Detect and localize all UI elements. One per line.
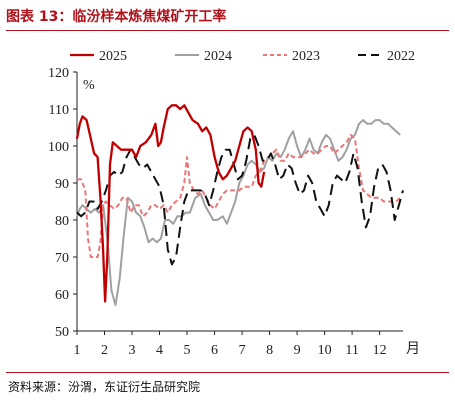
x-tick-label: 6 xyxy=(211,343,218,358)
source-divider xyxy=(6,372,449,373)
x-tick-label: 5 xyxy=(184,343,191,358)
x-unit-label: 月 xyxy=(406,341,420,357)
legend: 2025 2024 2023 2022 xyxy=(70,49,415,64)
legend-label-2023: 2023 xyxy=(292,49,320,64)
y-tick-label: 110 xyxy=(49,103,69,118)
x-tick-label: 1 xyxy=(74,343,81,358)
chart-title: 图表 13：临汾样本炼焦煤矿开工率 xyxy=(6,9,227,25)
source-note: 资料来源：汾渭，东证衍生品研究院 xyxy=(8,380,201,394)
y-tick-label: 60 xyxy=(55,288,69,303)
x-tick-label: 8 xyxy=(266,343,273,358)
legend-label-2025: 2025 xyxy=(99,49,127,64)
x-tick-label: 3 xyxy=(129,343,136,358)
y-unit-label: % xyxy=(83,78,95,93)
title-divider xyxy=(6,30,449,31)
y-tick-label: 80 xyxy=(55,214,69,229)
series-line-2023 xyxy=(77,133,401,258)
x-tick-label: 9 xyxy=(294,343,301,358)
legend-label-2022: 2022 xyxy=(387,49,415,64)
legend-label-2024: 2024 xyxy=(204,49,232,64)
x-tick-label: 2 xyxy=(101,343,108,358)
series-line-2025 xyxy=(75,104,266,303)
x-tick-label: 11 xyxy=(345,343,358,358)
series-layer xyxy=(75,104,404,307)
x-tick-label: 12 xyxy=(373,343,387,358)
y-tick-label: 120 xyxy=(48,66,69,81)
x-tick-label: 7 xyxy=(239,343,246,358)
x-tick-label: 4 xyxy=(156,343,163,358)
y-tick-label: 50 xyxy=(55,325,69,340)
y-tick-label: 90 xyxy=(55,177,69,192)
y-tick-label: 70 xyxy=(55,251,69,266)
y-tick-label: 100 xyxy=(48,140,69,155)
series-line-2024 xyxy=(76,119,401,307)
series-line-2022 xyxy=(76,133,404,266)
x-tick-label: 10 xyxy=(318,343,332,358)
